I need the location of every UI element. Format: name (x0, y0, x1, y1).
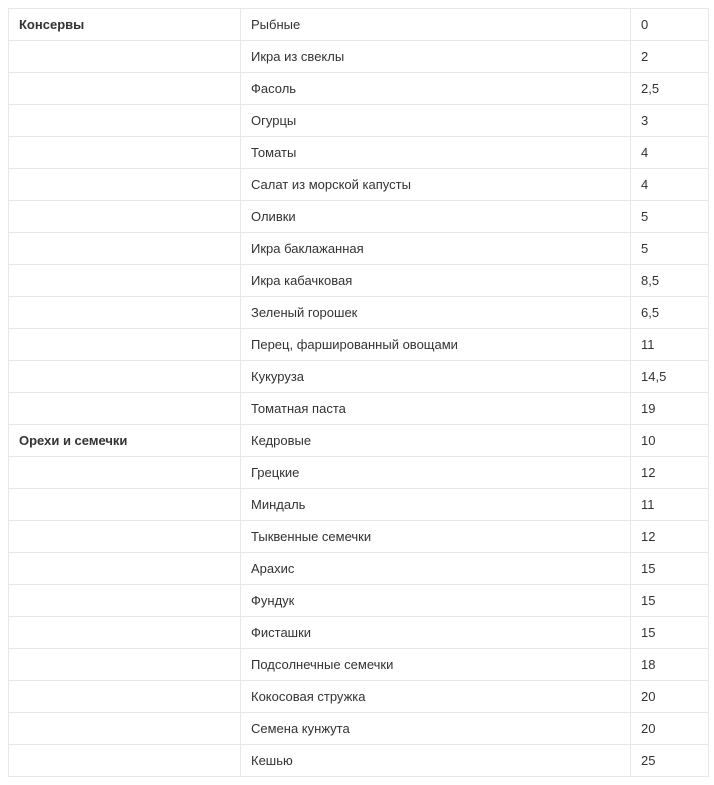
value-cell: 2,5 (631, 73, 709, 105)
table-row: Подсолнечные семечки18 (9, 649, 709, 681)
item-cell: Оливки (241, 201, 631, 233)
table-row: Икра кабачковая8,5 (9, 265, 709, 297)
table-row: Фундук15 (9, 585, 709, 617)
category-cell: Консервы (9, 9, 241, 41)
value-cell: 4 (631, 169, 709, 201)
category-cell (9, 553, 241, 585)
item-cell: Томаты (241, 137, 631, 169)
table-row: Томатная паста19 (9, 393, 709, 425)
item-cell: Кукуруза (241, 361, 631, 393)
category-cell (9, 169, 241, 201)
category-cell: Орехи и семечки (9, 425, 241, 457)
value-cell: 20 (631, 713, 709, 745)
table-row: Перец, фаршированный овощами11 (9, 329, 709, 361)
value-cell: 10 (631, 425, 709, 457)
value-cell: 20 (631, 681, 709, 713)
value-cell: 2 (631, 41, 709, 73)
item-cell: Салат из морской капусты (241, 169, 631, 201)
category-cell (9, 745, 241, 777)
item-cell: Зеленый горошек (241, 297, 631, 329)
category-cell (9, 201, 241, 233)
value-cell: 5 (631, 201, 709, 233)
item-cell: Фасоль (241, 73, 631, 105)
item-cell: Фундук (241, 585, 631, 617)
value-cell: 5 (631, 233, 709, 265)
category-cell (9, 521, 241, 553)
item-cell: Томатная паста (241, 393, 631, 425)
item-cell: Огурцы (241, 105, 631, 137)
item-cell: Перец, фаршированный овощами (241, 329, 631, 361)
item-cell: Рыбные (241, 9, 631, 41)
category-cell (9, 41, 241, 73)
table-body: КонсервыРыбные0Икра из свеклы2Фасоль2,5О… (9, 9, 709, 777)
value-cell: 4 (631, 137, 709, 169)
table-row: Огурцы3 (9, 105, 709, 137)
item-cell: Икра кабачковая (241, 265, 631, 297)
category-cell (9, 457, 241, 489)
table-row: Грецкие12 (9, 457, 709, 489)
value-cell: 8,5 (631, 265, 709, 297)
table-row: Зеленый горошек6,5 (9, 297, 709, 329)
item-cell: Кокосовая стружка (241, 681, 631, 713)
item-cell: Арахис (241, 553, 631, 585)
value-cell: 15 (631, 617, 709, 649)
table-row: Салат из морской капусты4 (9, 169, 709, 201)
table-row: Фисташки15 (9, 617, 709, 649)
category-cell (9, 585, 241, 617)
value-cell: 14,5 (631, 361, 709, 393)
value-cell: 3 (631, 105, 709, 137)
table-row: Икра баклажанная5 (9, 233, 709, 265)
category-cell (9, 617, 241, 649)
category-cell (9, 329, 241, 361)
category-cell (9, 105, 241, 137)
category-cell (9, 73, 241, 105)
item-cell: Тыквенные семечки (241, 521, 631, 553)
table-row: Фасоль2,5 (9, 73, 709, 105)
value-cell: 12 (631, 457, 709, 489)
nutrition-table: КонсервыРыбные0Икра из свеклы2Фасоль2,5О… (8, 8, 709, 777)
table-row: Тыквенные семечки12 (9, 521, 709, 553)
value-cell: 11 (631, 329, 709, 361)
category-cell (9, 265, 241, 297)
item-cell: Фисташки (241, 617, 631, 649)
table-row: Орехи и семечкиКедровые10 (9, 425, 709, 457)
item-cell: Подсолнечные семечки (241, 649, 631, 681)
table-row: Оливки5 (9, 201, 709, 233)
table-row: Кокосовая стружка20 (9, 681, 709, 713)
category-cell (9, 393, 241, 425)
category-cell (9, 137, 241, 169)
table-row: КонсервыРыбные0 (9, 9, 709, 41)
item-cell: Миндаль (241, 489, 631, 521)
table-row: Икра из свеклы2 (9, 41, 709, 73)
value-cell: 12 (631, 521, 709, 553)
value-cell: 19 (631, 393, 709, 425)
category-cell (9, 681, 241, 713)
item-cell: Семена кунжута (241, 713, 631, 745)
table-row: Миндаль11 (9, 489, 709, 521)
table-row: Арахис15 (9, 553, 709, 585)
table-row: Кукуруза14,5 (9, 361, 709, 393)
item-cell: Кедровые (241, 425, 631, 457)
item-cell: Икра баклажанная (241, 233, 631, 265)
item-cell: Кешью (241, 745, 631, 777)
value-cell: 18 (631, 649, 709, 681)
value-cell: 11 (631, 489, 709, 521)
category-cell (9, 233, 241, 265)
value-cell: 15 (631, 553, 709, 585)
category-cell (9, 489, 241, 521)
value-cell: 6,5 (631, 297, 709, 329)
category-cell (9, 649, 241, 681)
value-cell: 0 (631, 9, 709, 41)
category-cell (9, 713, 241, 745)
category-cell (9, 361, 241, 393)
category-cell (9, 297, 241, 329)
value-cell: 15 (631, 585, 709, 617)
value-cell: 25 (631, 745, 709, 777)
item-cell: Грецкие (241, 457, 631, 489)
item-cell: Икра из свеклы (241, 41, 631, 73)
table-row: Семена кунжута20 (9, 713, 709, 745)
table-row: Кешью25 (9, 745, 709, 777)
table-row: Томаты4 (9, 137, 709, 169)
